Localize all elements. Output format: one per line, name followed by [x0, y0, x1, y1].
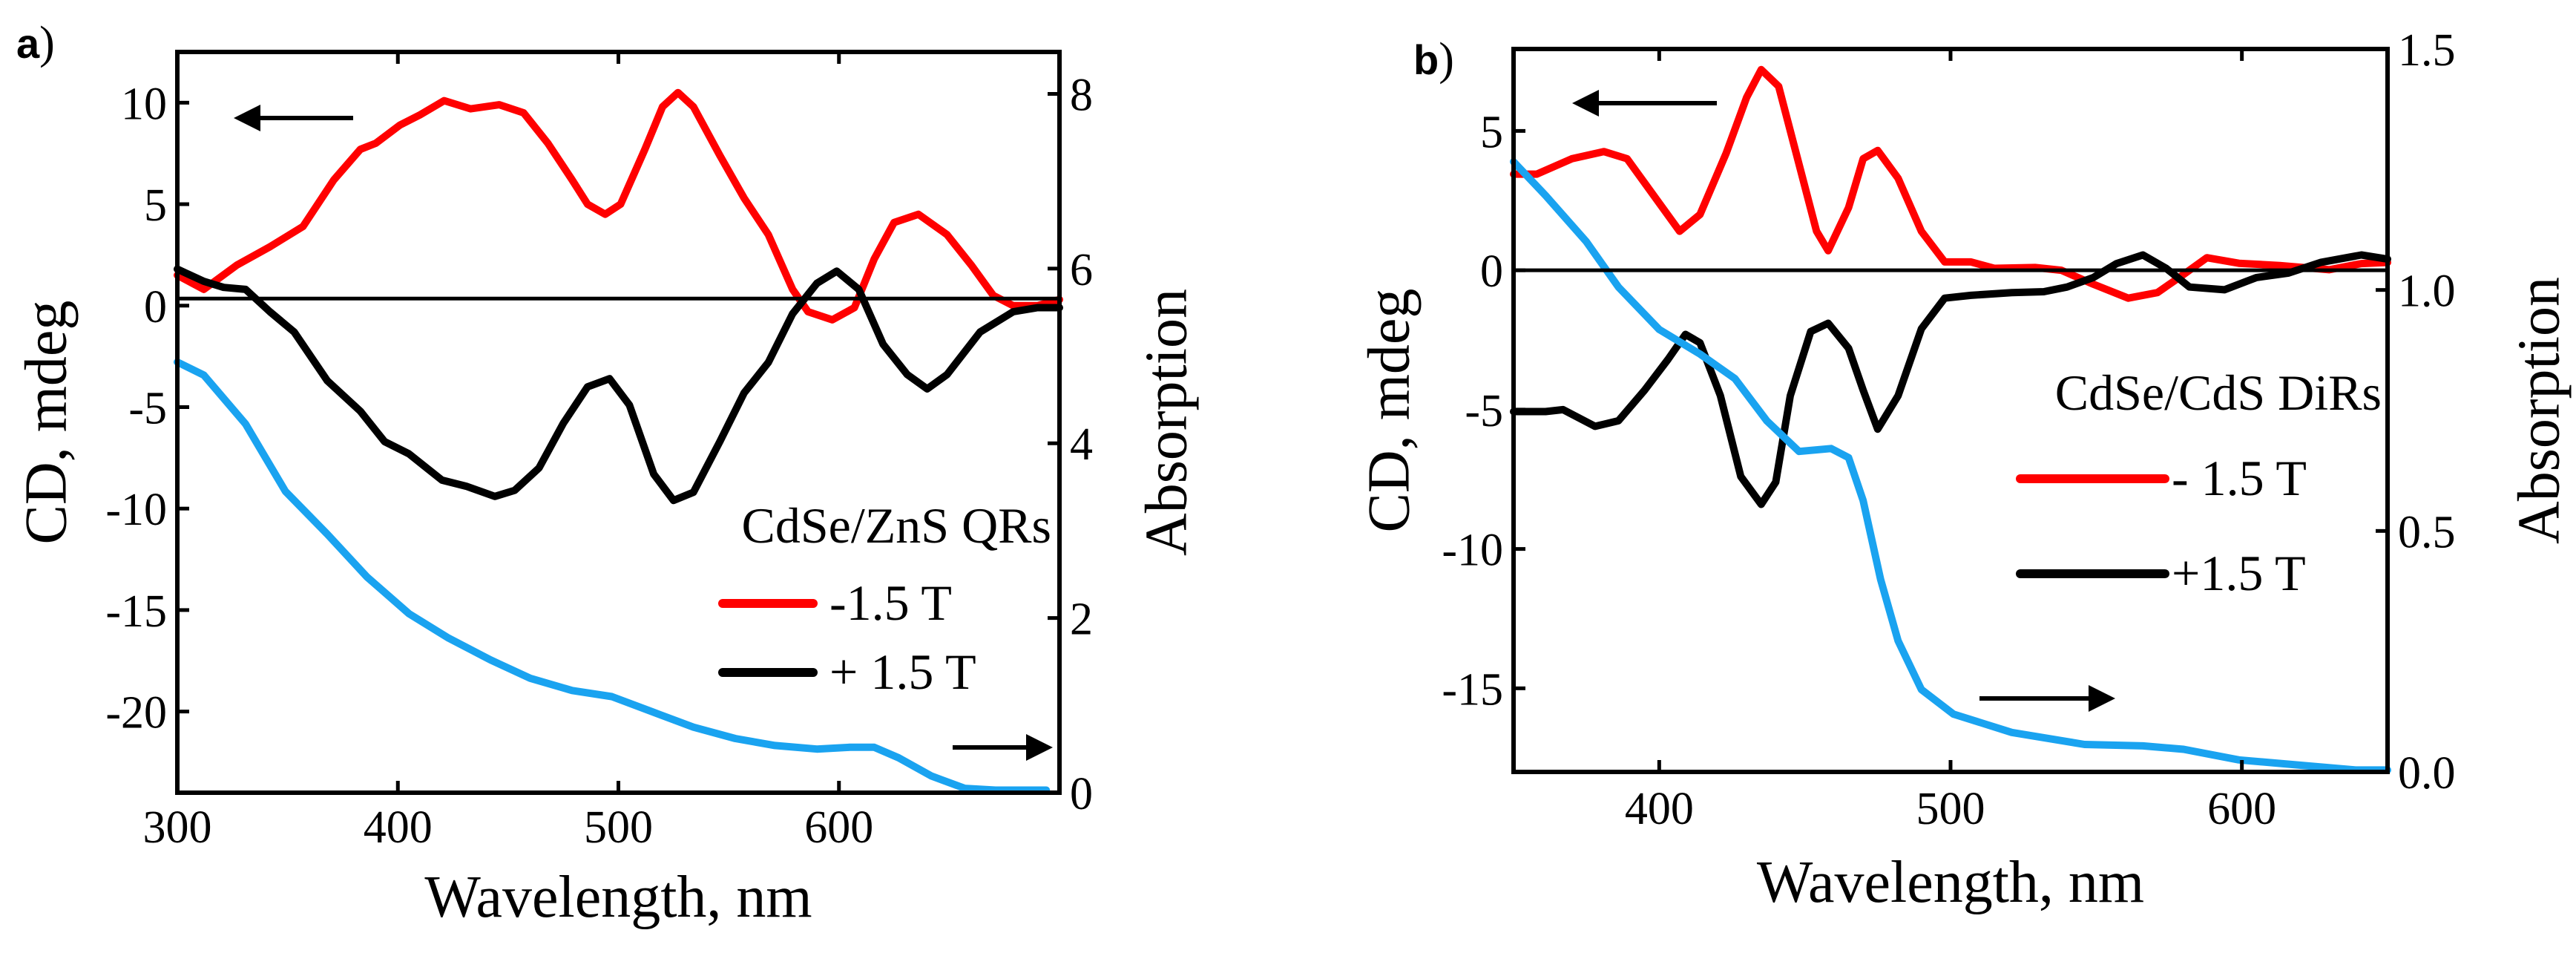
y2-tick-label: 4 [1070, 419, 1093, 470]
legend: CdSe/CdS DiRs - 1.5 T +1.5 T [2016, 364, 2382, 601]
chart-panel-b: b) 400 500 600 5 0 -5 -10 -15 0.0 0.5 1.0 1.5 Wavelen… [1356, 25, 2572, 915]
x-axis-title: Wavelength, nm [424, 865, 812, 930]
x-tick-label: 300 [143, 802, 212, 853]
y2-tick-label: 8 [1070, 70, 1093, 120]
y2-tick-label: 6 [1070, 245, 1093, 295]
y-tick-label: -15 [105, 586, 167, 637]
y-tick-label: -5 [1465, 386, 1503, 436]
y2-tick-label: 2 [1070, 595, 1093, 645]
y2-tick-label: 0.5 [2398, 507, 2456, 557]
legend-label: +1.5 T [2172, 545, 2306, 601]
panel-label: a) [16, 18, 55, 68]
panel-letter: b [1413, 36, 1439, 83]
y2-tick-label: 0.0 [2398, 748, 2456, 799]
y-tick-label: -15 [1442, 664, 1503, 715]
x-axis-title: Wavelength, nm [1757, 850, 2144, 915]
series-line-plus-field [174, 265, 1063, 505]
series-line-plus-field [1510, 251, 2391, 508]
y-tick-label: 10 [121, 79, 167, 129]
y-axis-title: CD, mdeg [13, 301, 79, 545]
y-tick-label: 0 [144, 282, 167, 333]
legend-title: CdSe/CdS DiRs [2055, 364, 2382, 421]
legend-label: - 1.5 T [2172, 450, 2307, 506]
y-tick-label: -10 [1442, 526, 1503, 576]
y2-tick-label: 1.5 [2398, 25, 2456, 76]
y-tick-label: -20 [105, 688, 167, 739]
y2-tick-label: 1.0 [2398, 266, 2456, 317]
legend: CdSe/ZnS QRs -1.5 T + 1.5 T [718, 497, 1051, 700]
series-line-minus-field [174, 88, 1063, 324]
y2-axis-title: Absorption [1134, 289, 1199, 556]
series-line-absorption [174, 358, 1051, 794]
y-tick-label: 5 [144, 180, 167, 231]
x-tick-label: 400 [1625, 784, 1694, 834]
panel-paren: ) [1439, 34, 1454, 85]
y-tick-label: 5 [1480, 107, 1503, 157]
y-axis-title: CD, mdeg [1356, 289, 1422, 533]
y-tick-label: 0 [1480, 246, 1503, 297]
x-tick-label: 500 [1916, 784, 1985, 834]
panel-paren: ) [39, 18, 55, 68]
y2-tick-label: 0 [1070, 769, 1093, 819]
x-tick-label: 400 [364, 802, 433, 853]
panel-letter: a [16, 20, 40, 67]
x-tick-label: 500 [584, 802, 653, 853]
panel-label: b) [1413, 34, 1454, 85]
series-line-absorption [1510, 157, 2391, 774]
legend-label: -1.5 T [829, 574, 952, 631]
legend-label: + 1.5 T [829, 644, 976, 700]
x-tick-label: 600 [804, 802, 873, 853]
chart-panel-a: a) 300 400 500 600 10 5 0 -5 -10 -15 -20 0 2 4 6 8 Wavele… [13, 18, 1199, 930]
legend-title: CdSe/ZnS QRs [741, 497, 1051, 554]
y2-axis-title: Absorption [2506, 277, 2572, 544]
y-tick-label: -10 [105, 485, 167, 535]
x-tick-label: 600 [2207, 784, 2276, 834]
y-tick-label: -5 [128, 383, 167, 433]
